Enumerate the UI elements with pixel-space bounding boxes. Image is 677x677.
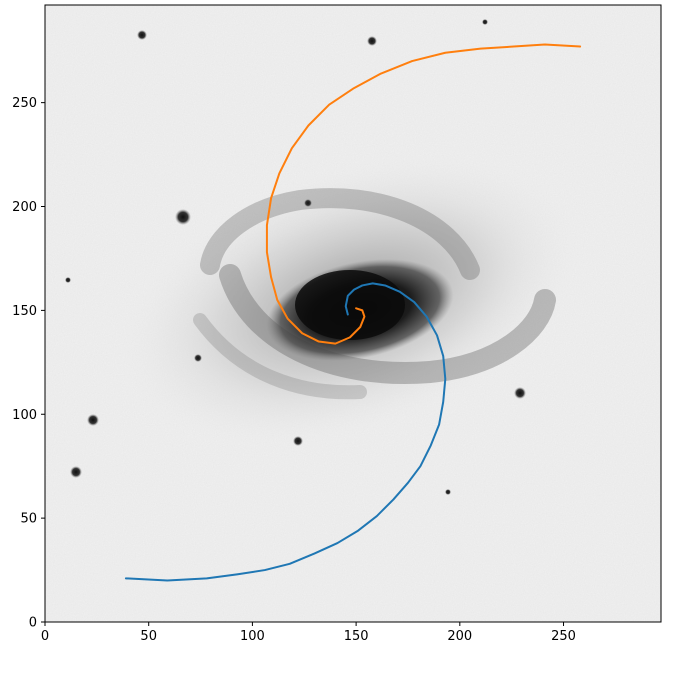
series-line-1 bbox=[124, 282, 447, 582]
y-tick-label: 200 bbox=[12, 200, 37, 215]
y-axis: 0 50 100 150 200 250 bbox=[12, 96, 45, 631]
x-tick-label: 0 bbox=[41, 629, 49, 644]
y-tick-label: 150 bbox=[12, 304, 37, 319]
series-line-2 bbox=[265, 43, 582, 345]
y-tick-label: 0 bbox=[29, 616, 37, 631]
x-tick-label: 150 bbox=[344, 629, 369, 644]
plot-frame bbox=[44, 4, 662, 623]
x-tick-label: 250 bbox=[551, 629, 576, 644]
x-tick-label: 50 bbox=[140, 629, 157, 644]
galaxy-image bbox=[45, 5, 661, 622]
x-axis: 0 50 100 150 200 250 bbox=[41, 622, 576, 644]
y-tick-label: 100 bbox=[12, 408, 37, 423]
y-tick-label: 50 bbox=[20, 512, 37, 527]
x-tick-label: 200 bbox=[447, 629, 472, 644]
x-tick-label: 100 bbox=[240, 629, 265, 644]
y-tick-label: 250 bbox=[12, 96, 37, 111]
